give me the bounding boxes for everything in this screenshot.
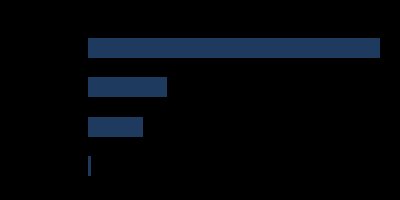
Bar	[88, 156, 91, 176]
Bar	[88, 77, 167, 97]
Bar	[88, 38, 380, 58]
Bar	[88, 117, 143, 137]
